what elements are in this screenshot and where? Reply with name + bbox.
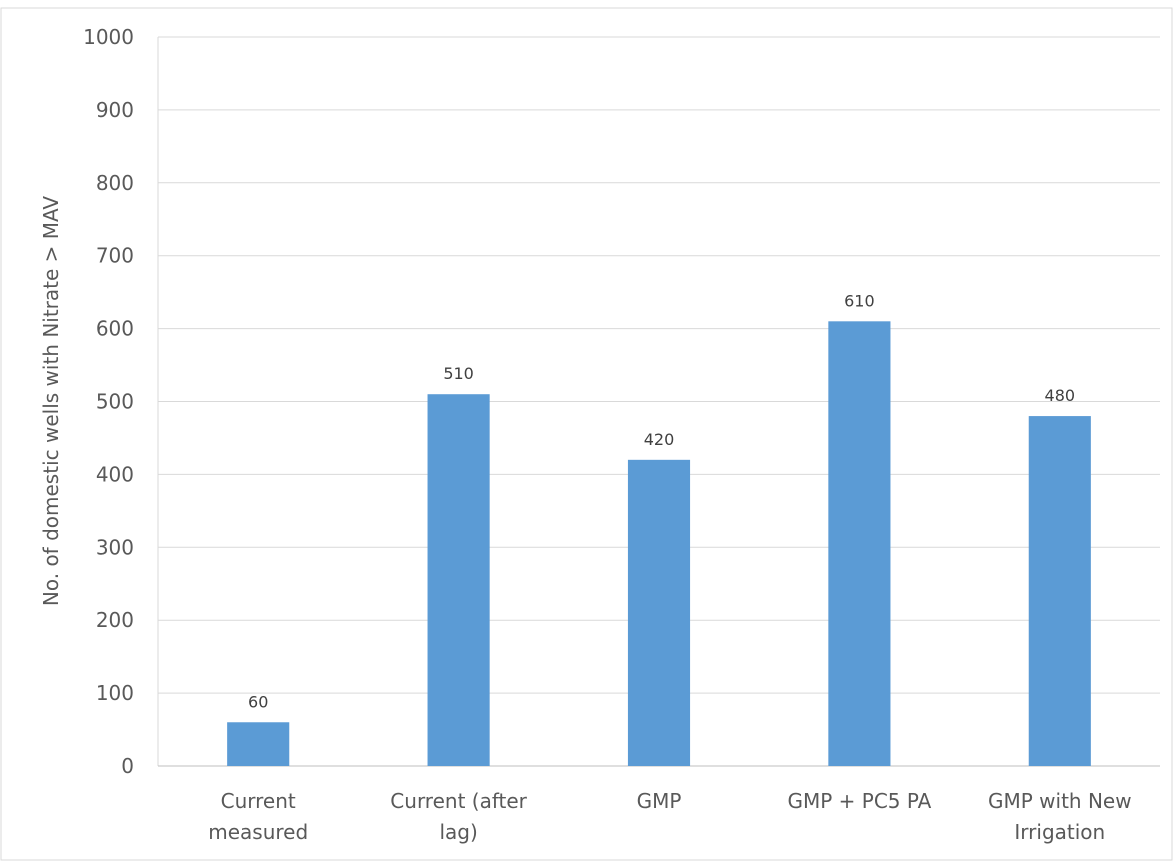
y-tick-label: 900 [96,98,134,122]
bar [227,722,290,766]
bar [627,459,691,766]
labels: 0 100 200 300 400 500 600 700 800 900 1000 60 Curren… [83,25,1132,844]
data-label: 510 [443,364,474,383]
x-category-label: GMP with New [988,789,1132,813]
data-label: 480 [1045,386,1076,405]
x-category-label: GMP [637,789,682,813]
y-tick-label: 200 [96,608,134,632]
x-category-label: Irrigation [1014,820,1105,844]
x-category-label: Current (after [390,789,527,813]
bar [828,321,891,766]
y-axis-title: No. of domestic wells with Nitrate > MAV [39,196,63,607]
y-tick-label: 600 [96,317,134,341]
y-tick-label: 100 [96,681,134,705]
data-label: 610 [844,291,875,310]
y-tick-label: 400 [96,462,134,486]
x-category-label: Current [221,789,296,813]
gridlines [158,36,1160,694]
y-tick-label: 1000 [83,25,134,49]
data-label: 420 [644,430,675,449]
x-category-label: GMP + PC5 PA [787,789,931,813]
y-tick-label: 700 [96,244,134,268]
data-label: 60 [248,692,268,711]
bars [227,321,1091,766]
y-tick-label: 800 [96,171,134,195]
bar [1028,416,1091,766]
y-tick-label: 300 [96,535,134,559]
x-category-label: measured [208,820,308,844]
y-tick-label: 500 [96,390,134,414]
x-category-label: lag) [439,820,477,844]
y-tick-label: 0 [121,754,134,778]
bar [427,394,490,766]
chart-border [0,7,1173,861]
